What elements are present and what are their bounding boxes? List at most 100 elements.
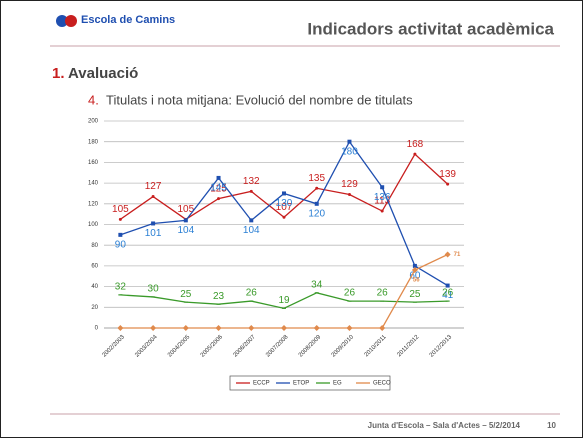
data-label: 129 (341, 179, 358, 190)
marker (412, 263, 417, 268)
marker (379, 325, 386, 331)
data-label: 90 (115, 239, 127, 250)
marker (215, 325, 222, 331)
marker (413, 152, 417, 156)
marker (347, 139, 352, 144)
marker (411, 267, 418, 274)
y-tick-label: 60 (91, 263, 98, 269)
logo-icon (56, 15, 68, 27)
marker (380, 185, 385, 190)
y-tick-label: 40 (91, 284, 98, 290)
data-label: 23 (213, 291, 225, 302)
slide-title: Indicadors activitat acadèmica (307, 19, 554, 38)
marker (216, 303, 221, 305)
data-label: 105 (177, 204, 194, 215)
data-label: 139 (439, 169, 456, 180)
y-tick-label: 100 (88, 222, 99, 228)
marker (249, 300, 254, 302)
data-label: 105 (112, 204, 129, 215)
marker (445, 283, 450, 288)
data-label: 26 (377, 288, 389, 299)
legend-label: ECCP (253, 381, 270, 387)
data-label: 104 (177, 225, 194, 236)
logo-icon (65, 15, 77, 27)
y-tick-label: 20 (91, 305, 98, 311)
data-label: 34 (311, 279, 323, 290)
marker (380, 209, 384, 213)
marker (150, 325, 157, 331)
subsection-title: Titulats i nota mitjana: Evolució del no… (106, 92, 413, 107)
y-tick-label: 160 (88, 160, 99, 166)
marker (314, 201, 319, 206)
marker (412, 301, 417, 303)
y-tick-label: 0 (95, 326, 99, 332)
data-label: 26 (246, 288, 258, 299)
marker (282, 307, 286, 309)
marker (445, 300, 450, 302)
data-label: 127 (145, 181, 162, 192)
marker (118, 232, 123, 237)
data-label: 145 (210, 183, 227, 194)
marker (183, 218, 188, 223)
marker (347, 192, 351, 196)
data-label: 130 (276, 198, 293, 209)
marker (151, 296, 156, 298)
marker (249, 218, 254, 223)
section-title: Avaluació (68, 65, 138, 82)
data-label: 101 (145, 228, 162, 239)
data-label: 60 (409, 271, 421, 282)
y-tick-label: 120 (88, 201, 99, 207)
legend-label: GECO (373, 381, 391, 387)
y-tick-label: 140 (88, 181, 99, 187)
marker (282, 191, 286, 196)
legend-box (229, 375, 391, 391)
marker (182, 325, 189, 331)
marker (446, 182, 450, 186)
data-label: 132 (243, 176, 260, 187)
marker (248, 325, 255, 331)
marker (347, 300, 352, 302)
data-label: 19 (278, 295, 290, 306)
subsection-number: 4. (88, 92, 99, 107)
marker (216, 175, 221, 180)
marker (249, 189, 253, 193)
marker (151, 221, 156, 226)
data-label: 125 (210, 183, 227, 194)
marker (217, 197, 221, 201)
marker (346, 325, 353, 331)
data-label: 25 (409, 289, 421, 300)
data-label: 26 (442, 288, 454, 299)
data-label: 120 (308, 208, 325, 219)
y-tick-label: 200 (88, 119, 99, 125)
marker (315, 186, 319, 190)
marker (314, 292, 319, 294)
data-label: 107 (276, 202, 293, 213)
data-label: 135 (308, 173, 325, 184)
data-label: 56 (413, 278, 420, 284)
y-tick-label: 180 (88, 139, 99, 145)
data-label: 136 (374, 192, 391, 203)
marker (118, 294, 123, 296)
marker (118, 217, 122, 221)
marker (281, 325, 287, 331)
data-label: 71 (454, 252, 461, 258)
legend-label: EG (333, 381, 342, 387)
marker (444, 251, 451, 258)
section-number: 1. (52, 65, 65, 82)
marker (313, 325, 320, 331)
data-label: 26 (344, 288, 356, 299)
data-label: 30 (148, 284, 160, 295)
data-label: 104 (243, 225, 260, 236)
marker (282, 215, 286, 219)
data-label: 180 (341, 146, 358, 157)
data-label: 41 (442, 290, 454, 301)
marker (183, 301, 188, 303)
data-label: 32 (115, 282, 127, 293)
data-label: 113 (374, 196, 390, 207)
legend-label: ETOP (293, 381, 309, 387)
y-tick-label: 80 (91, 243, 98, 249)
data-label: 25 (180, 289, 192, 300)
data-label: 168 (407, 139, 424, 150)
